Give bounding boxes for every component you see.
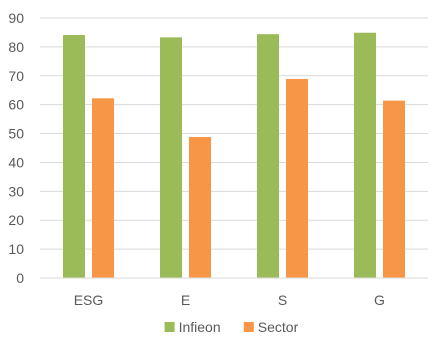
y-tick-label: 60	[8, 97, 24, 113]
bar-sector-e	[189, 137, 211, 278]
y-tick-label: 0	[16, 270, 24, 286]
y-tick-label: 70	[8, 68, 24, 84]
y-tick-label: 80	[8, 39, 24, 55]
legend-swatch-sector	[243, 322, 254, 332]
bar-sector-esg	[92, 98, 114, 278]
bar-infieon-e	[160, 37, 182, 278]
x-tick-label: G	[374, 292, 385, 308]
bars	[63, 32, 405, 278]
x-axis-ticks: ESG E S G	[74, 292, 385, 308]
legend-label-sector: Sector	[258, 319, 299, 335]
x-tick-label: ESG	[74, 292, 104, 308]
y-tick-label: 20	[8, 212, 24, 228]
bar-infieon-g	[354, 32, 376, 278]
bar-infieon-esg	[63, 35, 85, 278]
bar-sector-s	[286, 78, 308, 278]
y-tick-label: 30	[8, 183, 24, 199]
y-tick-label: 10	[8, 241, 24, 257]
y-tick-label: 40	[8, 154, 24, 170]
y-tick-label: 90	[8, 10, 24, 26]
y-tick-label: 50	[8, 126, 24, 142]
legend-label-infieon: Infieon	[179, 319, 221, 335]
y-axis-ticks: 0 10 20 30 40 50 60 70 80 90	[8, 10, 24, 286]
x-tick-label: E	[181, 292, 190, 308]
bar-infieon-s	[257, 34, 279, 278]
bar-sector-g	[383, 100, 405, 278]
x-tick-label: S	[278, 292, 287, 308]
legend-swatch-infieon	[164, 322, 175, 332]
legend: Infieon Sector	[164, 319, 299, 335]
